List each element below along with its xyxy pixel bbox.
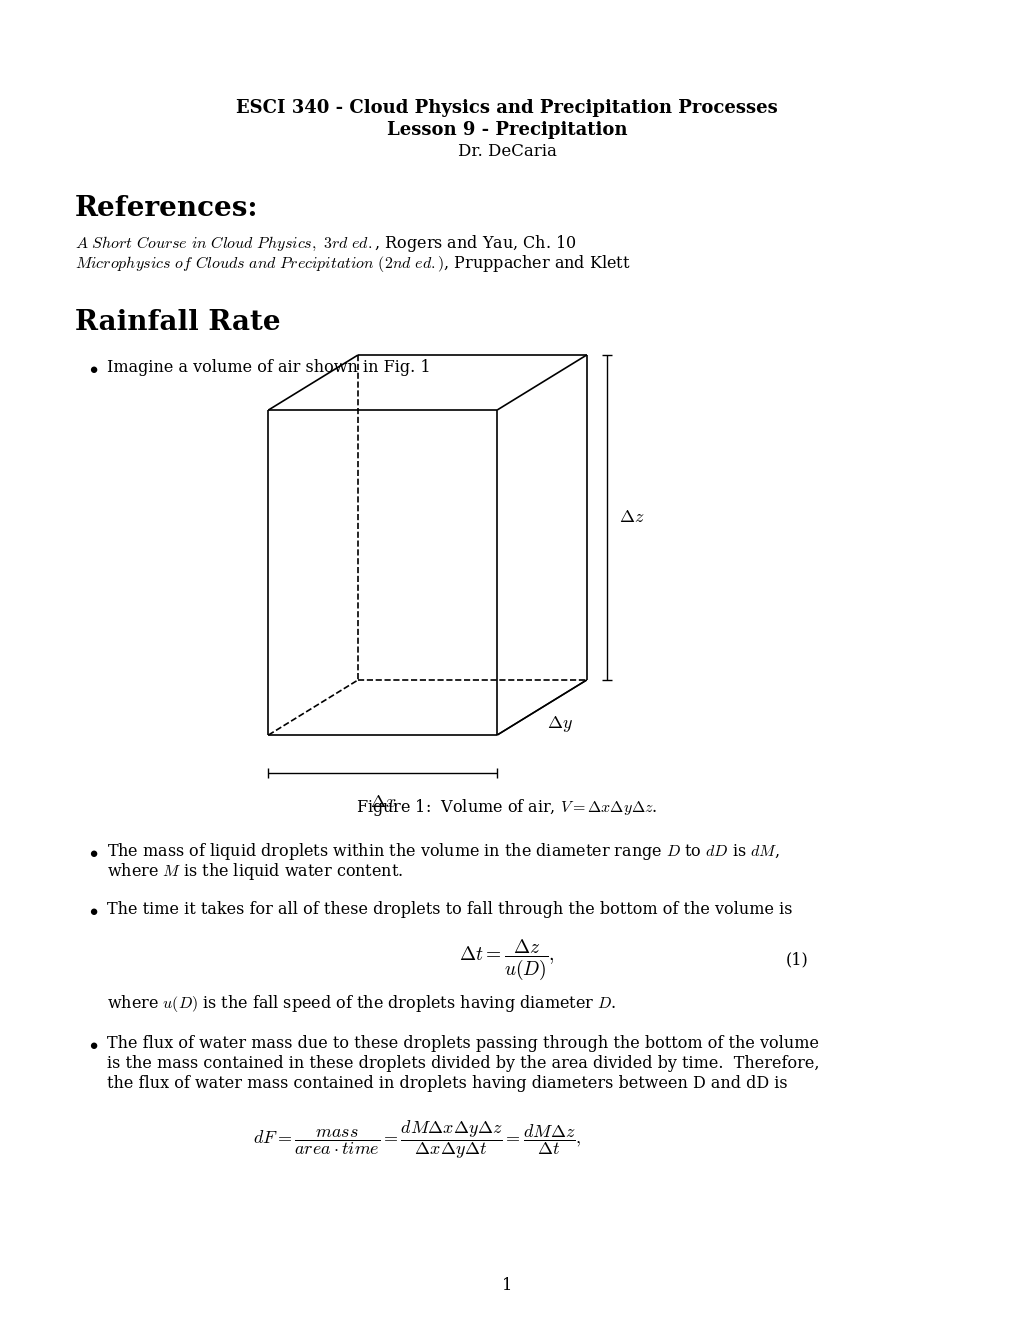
Text: $\bullet$: $\bullet$ bbox=[90, 1035, 99, 1052]
Text: $\Delta x$: $\Delta x$ bbox=[369, 793, 395, 810]
Text: Dr. DeCaria: Dr. DeCaria bbox=[458, 144, 556, 161]
Text: the flux of water mass contained in droplets having diameters between D and dD i: the flux of water mass contained in drop… bbox=[107, 1076, 788, 1093]
Text: Lesson 9 - Precipitation: Lesson 9 - Precipitation bbox=[386, 121, 627, 139]
Text: where $M$ is the liquid water content.: where $M$ is the liquid water content. bbox=[107, 862, 404, 883]
Text: $dF = \dfrac{mass}{area \cdot time} = \dfrac{dM\Delta x \Delta y \Delta z}{\Delt: $dF = \dfrac{mass}{area \cdot time} = \d… bbox=[253, 1118, 581, 1162]
Text: The time it takes for all of these droplets to fall through the bottom of the vo: The time it takes for all of these dropl… bbox=[107, 902, 792, 919]
Text: 1: 1 bbox=[501, 1276, 512, 1294]
Text: $\Delta y$: $\Delta y$ bbox=[546, 714, 573, 734]
Text: ESCI 340 - Cloud Physics and Precipitation Processes: ESCI 340 - Cloud Physics and Precipitati… bbox=[236, 99, 777, 117]
Text: $\it{A\ Short\ Course\ in\ Cloud\ Physics,\ 3rd\ ed.}$, Rogers and Yau, Ch. 10: $\it{A\ Short\ Course\ in\ Cloud\ Physic… bbox=[74, 234, 576, 255]
Text: The flux of water mass due to these droplets passing through the bottom of the v: The flux of water mass due to these drop… bbox=[107, 1035, 818, 1052]
Text: $\bullet$: $\bullet$ bbox=[90, 902, 99, 919]
Text: $\it{Microphysics\ of\ Clouds\ and\ Precipitation\ (2nd\ ed.)}$, Pruppacher and : $\it{Microphysics\ of\ Clouds\ and\ Prec… bbox=[74, 253, 630, 275]
Text: Rainfall Rate: Rainfall Rate bbox=[74, 309, 280, 335]
Text: is the mass contained in these droplets divided by the area divided by time.  Th: is the mass contained in these droplets … bbox=[107, 1056, 819, 1072]
Text: $\Delta z$: $\Delta z$ bbox=[618, 508, 643, 527]
Text: The mass of liquid droplets within the volume in the diameter range $D$ to $dD$ : The mass of liquid droplets within the v… bbox=[107, 842, 780, 862]
Text: Imagine a volume of air shown in Fig. 1: Imagine a volume of air shown in Fig. 1 bbox=[107, 359, 431, 376]
Text: where $u(D)$ is the fall speed of the droplets having diameter $D$.: where $u(D)$ is the fall speed of the dr… bbox=[107, 994, 616, 1015]
Text: $\bullet$: $\bullet$ bbox=[90, 359, 99, 376]
Text: (1): (1) bbox=[785, 952, 807, 969]
Text: Figure 1:  Volume of air, $V = \Delta x \Delta y \Delta z$.: Figure 1: Volume of air, $V = \Delta x \… bbox=[356, 797, 657, 818]
Text: $\bullet$: $\bullet$ bbox=[90, 843, 99, 861]
Text: $\Delta t = \dfrac{\Delta z}{u(D)},$: $\Delta t = \dfrac{\Delta z}{u(D)},$ bbox=[459, 939, 554, 982]
Text: References:: References: bbox=[74, 194, 258, 222]
